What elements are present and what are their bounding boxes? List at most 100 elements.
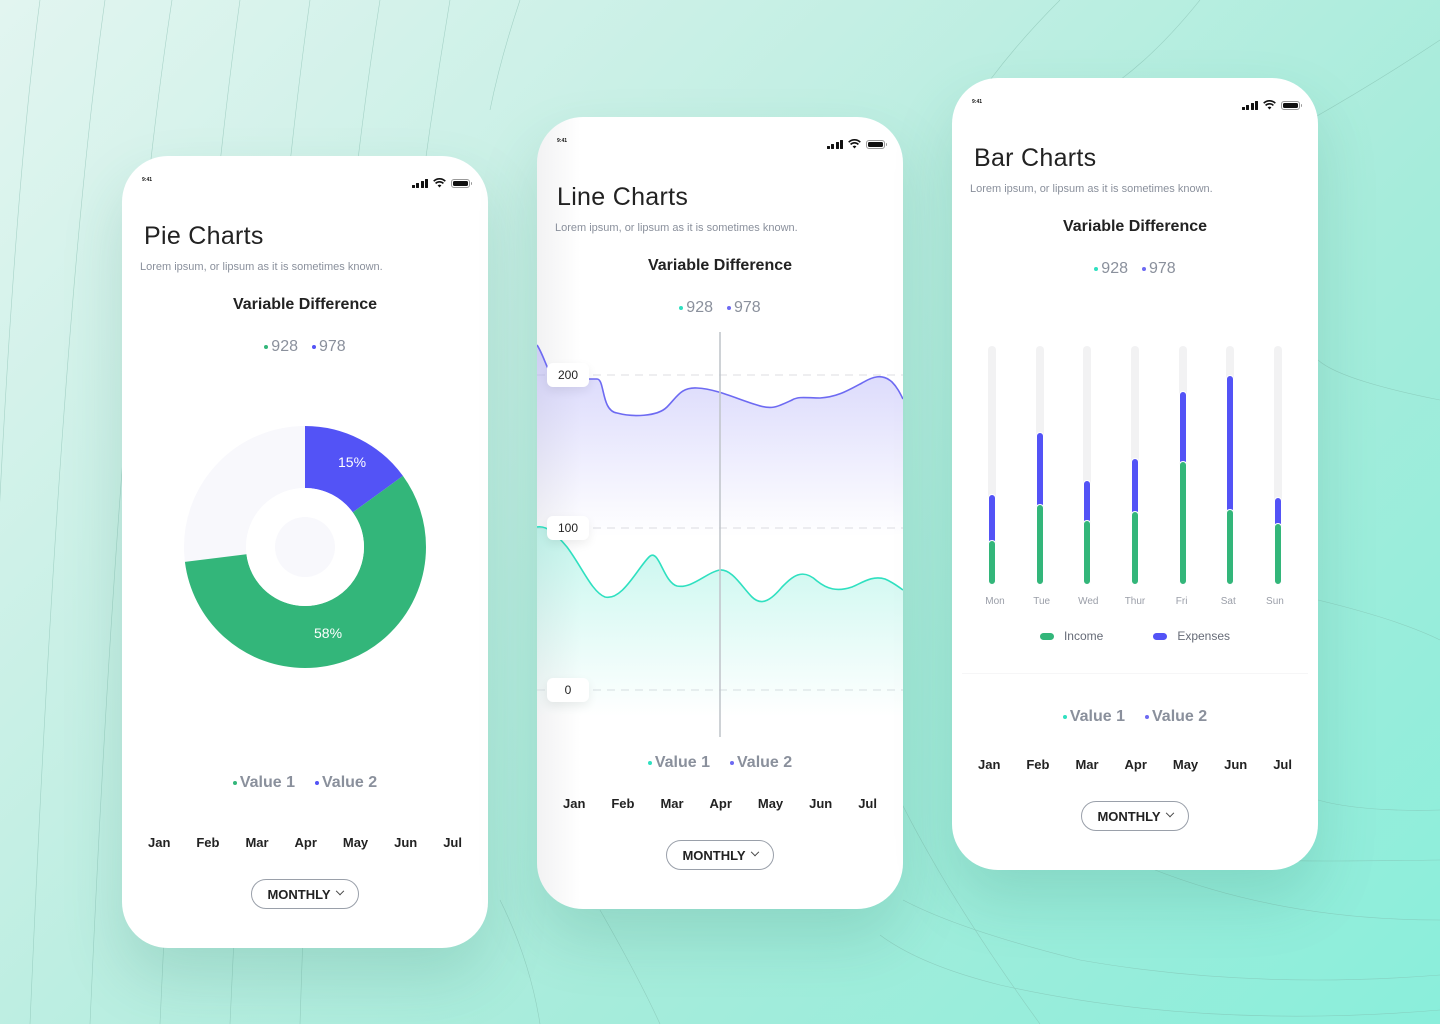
purple-dot-icon — [730, 761, 734, 765]
period-dropdown[interactable]: MONTHLY — [666, 840, 774, 870]
wifi-icon — [848, 139, 861, 149]
bar-track[interactable] — [1130, 346, 1139, 585]
bar-expenses[interactable] — [1035, 432, 1044, 508]
teal-dot-icon — [1062, 715, 1067, 719]
chart-heading: Variable Difference — [1062, 218, 1208, 235]
status-icons — [826, 139, 887, 149]
signal-icon — [826, 139, 843, 149]
green-dot-icon — [264, 345, 269, 349]
stats-summary: 928 978 — [122, 338, 488, 356]
status-time: 9:41 — [972, 99, 983, 105]
bar-track[interactable] — [1035, 346, 1044, 585]
bar-track[interactable] — [1273, 346, 1282, 585]
stat-2: 978 — [1142, 260, 1176, 278]
bar-income[interactable] — [1178, 460, 1187, 585]
bar-income[interactable] — [1273, 522, 1282, 585]
chart-heading: Variable Difference — [647, 257, 793, 274]
donut-segment-value-1[interactable] — [184, 426, 426, 668]
bar-expenses[interactable] — [1083, 479, 1092, 525]
month-label: Jul — [858, 796, 877, 811]
period-dropdown[interactable]: MONTHLY — [1081, 801, 1189, 831]
income-swatch-icon — [1039, 632, 1054, 640]
month-label: Mar — [245, 835, 269, 850]
donut-segment-value-2[interactable] — [184, 426, 426, 668]
day-label: Wed — [1078, 596, 1099, 607]
phone-pie-charts: 9:41 Pie Charts Lorem ipsum, or lipsum a… — [122, 156, 488, 948]
legend-value-2: Value 2 — [315, 774, 377, 792]
month-label: Jun — [1224, 757, 1248, 772]
bar-income[interactable] — [1035, 503, 1044, 585]
bar-track[interactable] — [1226, 346, 1235, 585]
day-label: Mon — [985, 596, 1005, 607]
wifi-icon — [1263, 100, 1276, 110]
phone-line-charts: 9:41 Line Charts Lorem ipsum, or lipsum … — [537, 117, 903, 909]
green-dot-icon — [232, 781, 237, 785]
series-value-2-line[interactable] — [537, 344, 903, 417]
month-label: Jul — [1273, 757, 1292, 772]
month-label: Apr — [1124, 757, 1147, 772]
month-label: Feb — [1026, 757, 1050, 772]
stats-summary: 928 978 — [537, 299, 903, 317]
bar-expenses[interactable] — [1226, 374, 1235, 513]
legend-value-2: Value 2 — [1145, 708, 1207, 726]
line-chart — [537, 332, 903, 737]
bar-track[interactable] — [1083, 346, 1092, 585]
battery-icon — [866, 139, 887, 149]
stat-1: 928 — [1094, 260, 1128, 278]
bar-track[interactable] — [1178, 346, 1187, 585]
bar-expenses[interactable] — [1178, 391, 1187, 465]
signal-icon — [1241, 100, 1258, 110]
legend-value-1: Value 1 — [647, 754, 710, 772]
bar-expenses[interactable] — [1130, 458, 1139, 515]
subtitle: Lorem ipsum, or lipsum as it is sometime… — [555, 222, 798, 234]
bar-income[interactable] — [1226, 508, 1235, 585]
battery-icon — [451, 178, 472, 188]
bar-income[interactable] — [988, 539, 996, 585]
day-label: Sat — [1220, 596, 1236, 607]
month-label: Jun — [809, 796, 833, 811]
month-axis: Jan Feb Mar Apr May Jun Jul — [142, 835, 468, 850]
day-axis: Mon Tue Wed Thur Fri Sat Sun — [978, 596, 1292, 607]
signal-icon — [411, 178, 428, 188]
day-label: Tue — [1033, 596, 1051, 607]
day-label: Thur — [1124, 596, 1146, 607]
y-tick-0: 0 — [547, 678, 589, 702]
month-label: Jan — [563, 796, 586, 811]
y-tick-200: 200 — [547, 363, 589, 387]
legend: Value 1 Value 2 — [537, 754, 903, 772]
status-time: 9:41 — [557, 138, 568, 144]
stat-1: 928 — [264, 338, 298, 356]
month-label: Apr — [709, 796, 732, 811]
legend: Value 1 Value 2 — [952, 708, 1318, 726]
month-label: Jan — [148, 835, 171, 850]
period-dropdown[interactable]: MONTHLY — [251, 879, 359, 909]
month-label: Feb — [611, 796, 635, 811]
bar-income[interactable] — [1083, 520, 1092, 585]
expenses-swatch-icon — [1153, 632, 1168, 640]
series-value-1-line[interactable] — [537, 525, 903, 603]
month-label: Apr — [294, 835, 317, 850]
legend: Value 1 Value 2 — [122, 774, 488, 792]
bar-income[interactable] — [1130, 510, 1139, 585]
teal-dot-icon — [1094, 267, 1099, 271]
bar-track[interactable] — [988, 346, 996, 585]
month-label: Mar — [660, 796, 684, 811]
month-label: Jul — [443, 835, 462, 850]
donut-label-value-2: 15% — [338, 454, 367, 470]
status-time: 9:41 — [142, 177, 153, 183]
chevron-down-icon — [1165, 808, 1174, 818]
stat-2: 978 — [727, 299, 761, 317]
month-label: Jan — [978, 757, 1001, 772]
blue-dot-icon — [315, 781, 319, 785]
purple-dot-icon — [1142, 267, 1146, 271]
status-icons — [411, 178, 472, 188]
stats-summary: 928 978 — [952, 260, 1318, 278]
legend-income: Income — [1039, 629, 1103, 643]
battery-icon — [1281, 100, 1302, 110]
bar-expenses[interactable] — [988, 494, 996, 544]
month-label: May — [1172, 757, 1199, 772]
teal-dot-icon — [679, 306, 684, 310]
wifi-icon — [433, 178, 446, 188]
phone-bar-charts: 9:41 Bar Charts Lorem ipsum, or lipsum a… — [952, 78, 1318, 870]
y-tick-100: 100 — [547, 516, 589, 540]
